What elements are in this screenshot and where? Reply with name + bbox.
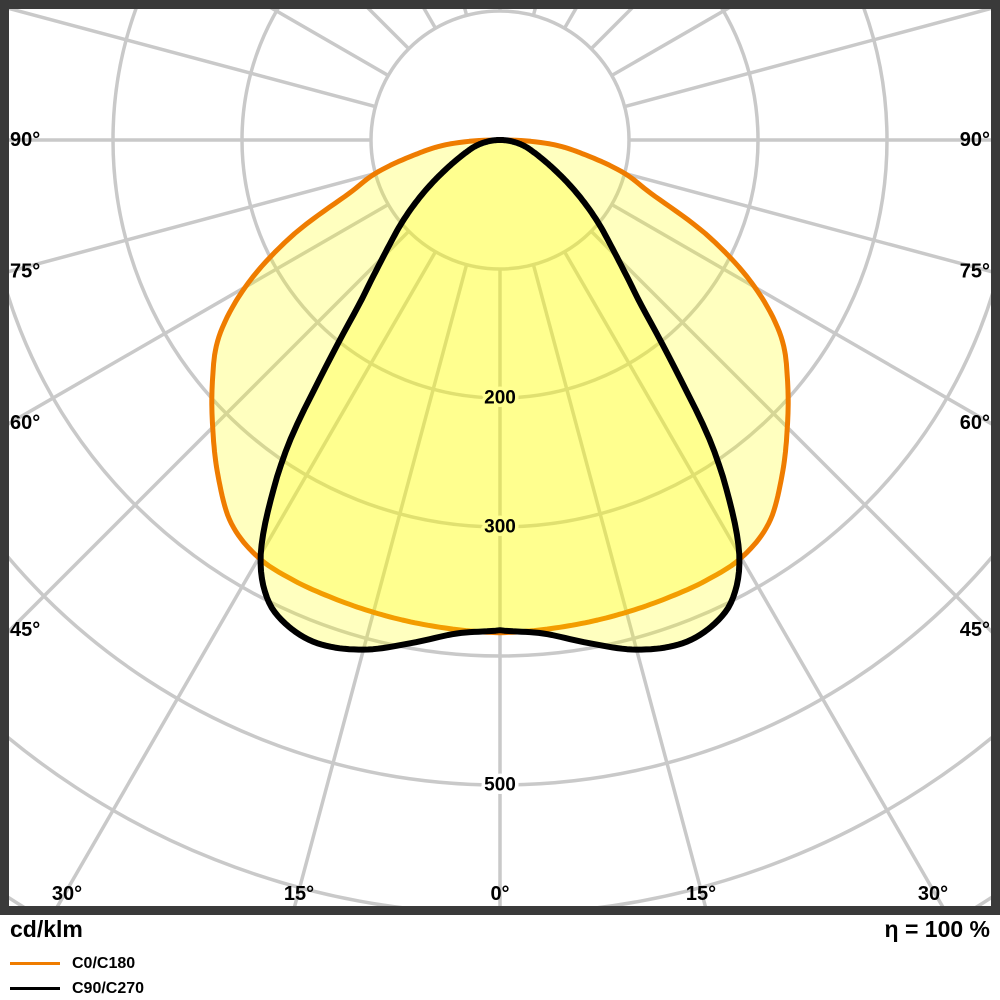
angle-label-right-60: 60°: [960, 412, 990, 434]
angle-label-bottom-15: 15°: [686, 883, 716, 905]
legend-label-c0-c180: C0/C180: [72, 954, 136, 972]
angle-label-left-90: 90°: [10, 129, 40, 151]
ring-label-300: 300: [484, 517, 516, 538]
legend-label-c90-c270: C90/C270: [72, 979, 145, 997]
legend-item-c0-c180: C0/C180: [10, 951, 144, 976]
polar-chart: 200 300 500 90° 75° 60° 45° 90° 75° 60° 45° 30° 15°…: [0, 0, 1000, 915]
ring-label-500: 500: [484, 775, 516, 796]
ring-value-labels: 200 300 500: [481, 384, 520, 799]
angle-label-left-75: 75°: [10, 260, 40, 282]
legend: C0/C180 C90/C270: [10, 951, 144, 1000]
units-label: cd/klm: [10, 915, 83, 942]
angle-label-left-60: 60°: [10, 412, 40, 434]
angle-labels: 90° 75° 60° 45° 90° 75° 60° 45° 30° 15° 0° 15° 30°: [10, 129, 990, 905]
angle-label-right-75: 75°: [960, 260, 990, 282]
footer-bar: cd/klm η = 100 %: [0, 916, 1000, 942]
angle-label-bottom--30: 30°: [52, 883, 82, 905]
legend-line-c0-c180: [10, 962, 60, 965]
angle-label-right-90: 90°: [960, 129, 990, 151]
angle-label-right-45: 45°: [960, 619, 990, 641]
curve-c90-c270: [257, 137, 743, 653]
legend-item-c90-c270: C90/C270: [10, 976, 144, 1000]
polar-grid: [8, 8, 992, 907]
ring-label-200: 200: [484, 388, 516, 409]
angle-label-bottom--15: 15°: [284, 883, 314, 905]
intensity-curves: [209, 137, 791, 653]
angle-label-bottom-0: 0°: [490, 883, 509, 905]
angle-label-left-45: 45°: [10, 619, 40, 641]
efficiency-label: η = 100 %: [884, 915, 990, 942]
angle-label-bottom-30: 30°: [918, 883, 948, 905]
plot-frame: [0, 0, 1000, 915]
legend-line-c90-c270: [10, 987, 60, 990]
